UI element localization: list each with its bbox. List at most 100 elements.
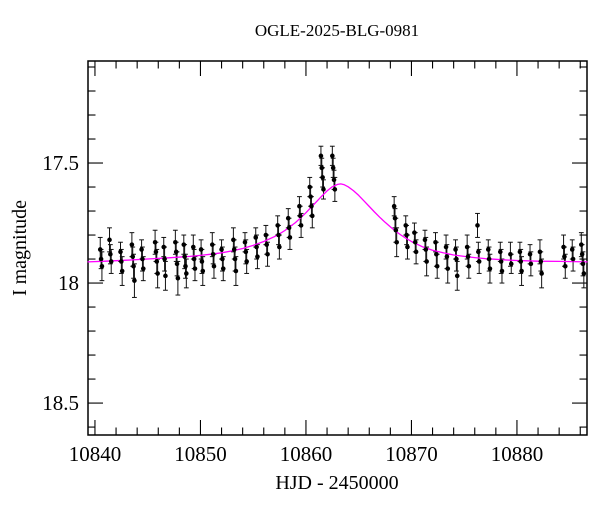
data-point (445, 266, 451, 271)
data-point (497, 249, 503, 255)
data-point (254, 244, 259, 250)
data-point (528, 261, 534, 267)
data-point (424, 259, 429, 264)
data-point (173, 239, 178, 245)
data-point (413, 249, 419, 255)
data-point (210, 251, 216, 257)
data-point (190, 244, 196, 250)
data-point (393, 227, 399, 233)
data-point (508, 251, 513, 257)
data-point (298, 223, 304, 228)
x-tick-label: 10860 (280, 442, 333, 466)
data-point (539, 271, 544, 276)
data-point (244, 259, 249, 264)
data-point (499, 268, 505, 274)
data-point (191, 256, 197, 262)
data-point (405, 244, 410, 250)
data-point (264, 242, 270, 247)
data-point (423, 247, 429, 252)
x-axis-label: HJD - 2450000 (275, 472, 398, 494)
data-point (129, 242, 135, 247)
data-point (527, 251, 533, 257)
data-point (394, 239, 399, 245)
y-tick-label: 18 (58, 271, 79, 295)
data-point (108, 251, 113, 257)
data-point (174, 261, 180, 267)
data-point (562, 263, 568, 269)
frame-rect (87, 60, 588, 436)
data-point (231, 247, 237, 252)
data-point (476, 259, 482, 264)
data-point (454, 256, 459, 262)
data-point (391, 203, 397, 209)
data-point (140, 256, 145, 262)
data-point (99, 263, 105, 269)
data-point (318, 153, 324, 159)
data-point (581, 271, 587, 276)
data-point (130, 254, 136, 259)
data-point (182, 254, 187, 259)
data-point (570, 256, 576, 262)
data-point (108, 259, 114, 264)
data-point (412, 230, 417, 235)
data-point (173, 249, 179, 255)
data-point (265, 251, 270, 257)
axis-ticks (88, 61, 587, 435)
data-point (231, 237, 236, 243)
data-point (562, 254, 567, 259)
data-point (163, 273, 168, 279)
data-point (330, 165, 336, 171)
data-point (232, 256, 238, 262)
data-point (181, 242, 187, 247)
data-point (320, 175, 325, 180)
data-point (286, 225, 292, 231)
data-point (517, 249, 523, 255)
data-point (199, 259, 205, 264)
data-point (275, 223, 280, 228)
error-bars (97, 145, 587, 298)
data-point (309, 203, 314, 209)
data-point (508, 261, 514, 267)
data-point (309, 213, 315, 219)
data-point (277, 244, 282, 250)
data-point (119, 259, 124, 264)
data-point (464, 244, 470, 250)
data-point (219, 247, 224, 252)
data-point (518, 259, 524, 264)
data-point (153, 249, 159, 255)
data-point (209, 242, 215, 247)
data-point (332, 187, 338, 192)
axis-tick-labels: 10840 10850 10860 10870 10880 17.5 18 18.5 (42, 151, 543, 466)
data-point (422, 237, 428, 243)
data-point (287, 235, 293, 240)
data-point (319, 165, 325, 171)
data-point (243, 249, 249, 255)
data-point (569, 247, 575, 252)
data-point (444, 254, 450, 259)
data-point (538, 259, 544, 264)
data-point (434, 251, 439, 257)
data-point (537, 249, 543, 255)
data-point (579, 242, 584, 247)
data-point (561, 244, 566, 250)
y-tick-label: 18.5 (42, 391, 79, 415)
data-point (276, 232, 281, 238)
data-point (162, 256, 167, 262)
data-point (434, 263, 440, 269)
data-points (97, 153, 587, 283)
data-point (98, 256, 104, 262)
data-point (485, 247, 491, 252)
data-point (519, 268, 524, 274)
data-point (184, 271, 189, 276)
data-point (285, 215, 291, 221)
model-curve-path (87, 183, 588, 263)
plot-frame (87, 60, 588, 436)
data-point (454, 273, 460, 279)
data-point (487, 266, 493, 271)
data-point (331, 177, 337, 183)
data-point (486, 256, 492, 262)
data-point (579, 251, 585, 257)
data-point (443, 244, 449, 250)
data-point (183, 263, 188, 269)
